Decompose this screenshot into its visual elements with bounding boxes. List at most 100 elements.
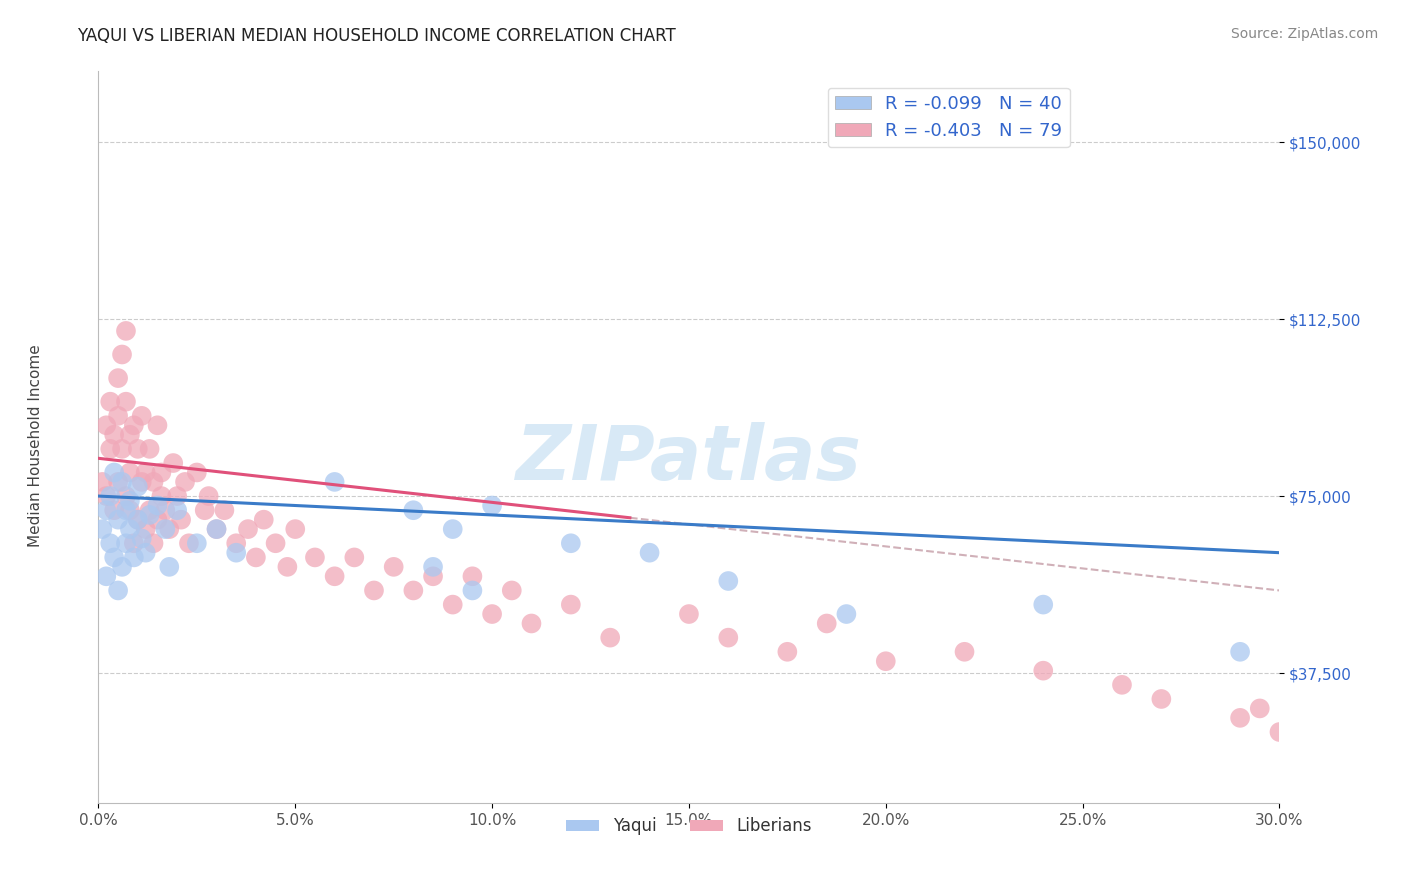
Point — [323, 475, 346, 489]
Point — [115, 536, 138, 550]
Point — [103, 550, 125, 565]
Point — [245, 550, 267, 565]
Point — [304, 550, 326, 565]
Point — [953, 645, 976, 659]
Point — [599, 631, 621, 645]
Point — [138, 442, 160, 456]
Point — [186, 466, 208, 480]
Point — [111, 347, 134, 361]
Point — [441, 598, 464, 612]
Point — [127, 513, 149, 527]
Point — [103, 466, 125, 480]
Point — [815, 616, 838, 631]
Text: ZIPatlas: ZIPatlas — [516, 422, 862, 496]
Point — [1032, 664, 1054, 678]
Point — [363, 583, 385, 598]
Point — [162, 456, 184, 470]
Point — [111, 559, 134, 574]
Point — [1111, 678, 1133, 692]
Point — [103, 503, 125, 517]
Point — [142, 475, 165, 489]
Point — [155, 503, 177, 517]
Point — [98, 394, 121, 409]
Point — [107, 513, 129, 527]
Point — [205, 522, 228, 536]
Point — [276, 559, 298, 574]
Point — [115, 394, 138, 409]
Point — [520, 616, 543, 631]
Point — [96, 503, 118, 517]
Point — [146, 499, 169, 513]
Point — [107, 409, 129, 423]
Point — [118, 427, 141, 442]
Point — [225, 546, 247, 560]
Point — [111, 442, 134, 456]
Point — [177, 536, 200, 550]
Point — [150, 489, 173, 503]
Point — [91, 475, 114, 489]
Point — [107, 371, 129, 385]
Point — [146, 513, 169, 527]
Point — [127, 480, 149, 494]
Point — [225, 536, 247, 550]
Point — [194, 503, 217, 517]
Point — [96, 489, 118, 503]
Point — [1268, 725, 1291, 739]
Point — [122, 550, 145, 565]
Point — [118, 493, 141, 508]
Point — [170, 513, 193, 527]
Point — [150, 466, 173, 480]
Point — [98, 536, 121, 550]
Point — [717, 631, 740, 645]
Point — [186, 536, 208, 550]
Point — [205, 522, 228, 536]
Point — [138, 503, 160, 517]
Point — [135, 522, 157, 536]
Point — [402, 503, 425, 517]
Point — [214, 503, 236, 517]
Point — [98, 489, 121, 503]
Point — [96, 418, 118, 433]
Point — [1032, 598, 1054, 612]
Point — [560, 536, 582, 550]
Point — [131, 409, 153, 423]
Point — [284, 522, 307, 536]
Point — [103, 427, 125, 442]
Point — [253, 513, 276, 527]
Point — [155, 522, 177, 536]
Text: Source: ZipAtlas.com: Source: ZipAtlas.com — [1230, 27, 1378, 41]
Point — [560, 598, 582, 612]
Point — [146, 418, 169, 433]
Point — [1150, 692, 1173, 706]
Point — [138, 508, 160, 522]
Point — [127, 513, 149, 527]
Point — [1249, 701, 1271, 715]
Point — [118, 466, 141, 480]
Point — [135, 466, 157, 480]
Point — [197, 489, 219, 503]
Point — [461, 583, 484, 598]
Point — [91, 522, 114, 536]
Point — [382, 559, 405, 574]
Point — [481, 607, 503, 621]
Point — [157, 559, 180, 574]
Text: Median Household Income: Median Household Income — [28, 344, 42, 548]
Point — [115, 489, 138, 503]
Point — [875, 654, 897, 668]
Point — [142, 536, 165, 550]
Point — [96, 569, 118, 583]
Point — [1229, 645, 1251, 659]
Point — [422, 559, 444, 574]
Point — [638, 546, 661, 560]
Point — [441, 522, 464, 536]
Point — [174, 475, 197, 489]
Point — [835, 607, 858, 621]
Point — [127, 442, 149, 456]
Point — [118, 522, 141, 536]
Point — [422, 569, 444, 583]
Point — [461, 569, 484, 583]
Point — [98, 442, 121, 456]
Point — [115, 324, 138, 338]
Point — [107, 475, 129, 489]
Point — [135, 546, 157, 560]
